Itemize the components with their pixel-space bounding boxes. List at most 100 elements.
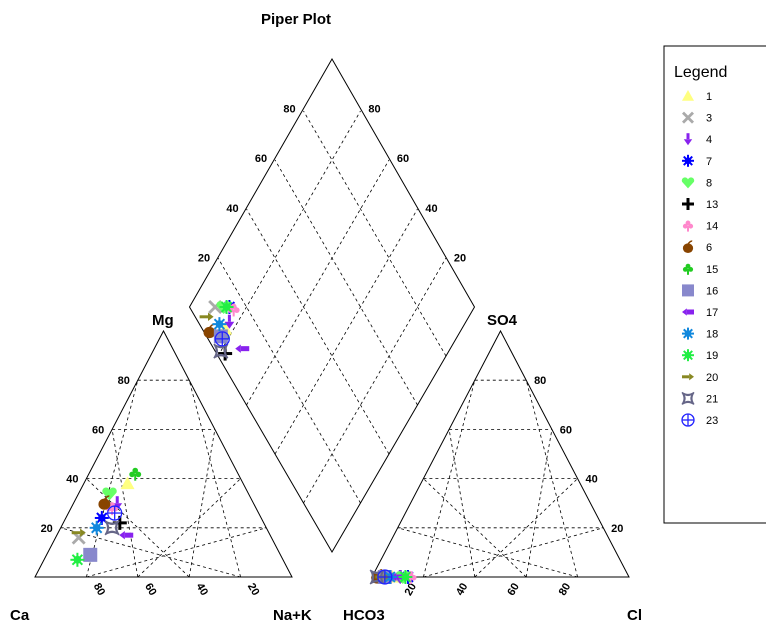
axis-label-hco3: HCO3 <box>343 607 385 624</box>
tick-cl: 60 <box>505 581 522 598</box>
tick-cl: 20 <box>403 581 420 598</box>
point-cation-series-19 <box>70 552 85 567</box>
anion-grid-b <box>525 380 578 578</box>
point-diamond-series-6 <box>203 323 216 339</box>
point-cation-series-13 <box>112 515 127 530</box>
legend-marker <box>681 177 695 189</box>
legend-item-20: 20 <box>682 372 718 384</box>
cation-grid-a <box>111 429 139 578</box>
point-anion-series-23 <box>377 569 393 585</box>
tick-diamond-right: 80 <box>368 104 380 116</box>
anion-grid-b <box>525 429 553 578</box>
legend-label: 21 <box>706 393 718 405</box>
legend-item-8: 8 <box>681 177 712 189</box>
legend-label: 4 <box>706 134 712 146</box>
tick-so4: 60 <box>560 424 572 436</box>
legend-item-14: 14 <box>682 220 718 233</box>
tick-diamond-left: 80 <box>283 104 295 116</box>
anion-triangle <box>371 329 630 578</box>
diamond-grid-a <box>217 257 361 504</box>
tick-mg: 60 <box>92 424 104 436</box>
tick-diamond-right: 20 <box>454 252 466 264</box>
anion-grid-b <box>423 527 604 578</box>
point-anion-series-19 <box>398 570 413 584</box>
point-diamond-series-19 <box>219 300 234 314</box>
point-cation-series-17 <box>119 530 134 540</box>
point-diamond-series-18 <box>212 317 227 332</box>
legend-label: 6 <box>706 242 712 254</box>
legend-label: 14 <box>706 221 718 233</box>
legend-marker <box>682 373 694 381</box>
point-diamond-series-21 <box>213 343 229 359</box>
legend-label: 8 <box>706 177 712 189</box>
diamond-grid-a <box>274 159 418 406</box>
point-cation-series-7 <box>94 510 109 525</box>
point-diamond-series-20 <box>199 312 214 321</box>
legend-title: Legend <box>674 64 727 81</box>
tick-diamond-right: 40 <box>425 203 437 215</box>
point-diamond-series-17 <box>235 344 250 353</box>
legend-item-16: 16 <box>682 284 718 297</box>
legend-label: 23 <box>706 415 718 427</box>
legend-marker <box>682 240 694 253</box>
diamond-grid-a <box>246 208 390 455</box>
point-cation-series-18 <box>89 520 104 535</box>
cation-grid-a <box>60 527 241 578</box>
chart-title: Piper Plot <box>261 11 331 28</box>
tick-diamond-right: 60 <box>397 153 409 165</box>
tick-ca: 60 <box>142 581 159 598</box>
point-cation-series-20 <box>71 528 86 537</box>
legend-label: 7 <box>706 156 712 168</box>
legend-marker <box>682 90 694 101</box>
tick-ca: 80 <box>91 581 108 598</box>
tick-mg: 40 <box>66 474 78 486</box>
legend-item-23: 23 <box>681 413 718 427</box>
cation-grid-b <box>86 527 267 578</box>
axis-label-na-k: Na+K <box>273 607 312 624</box>
legend-label: 17 <box>706 307 718 319</box>
legend-label: 19 <box>706 350 718 362</box>
point-cation-series-1 <box>120 476 135 490</box>
legend-item-15: 15 <box>682 263 718 276</box>
legend-marker <box>682 111 694 124</box>
legend-item-17: 17 <box>682 307 718 319</box>
legend-item-1: 1 <box>682 90 712 103</box>
tick-diamond-left: 20 <box>198 252 210 264</box>
legend-label: 3 <box>706 113 712 125</box>
legend-item-13: 13 <box>682 198 718 211</box>
point-diamond-series-23 <box>214 331 230 347</box>
legend-item-7: 7 <box>682 154 712 168</box>
point-diamond-series-16 <box>213 329 228 344</box>
outline-layer <box>34 57 630 578</box>
legend-box <box>663 45 766 524</box>
tick-cl: 40 <box>454 581 471 598</box>
diamond-grid-a <box>303 110 447 357</box>
axis-label-ca: Ca <box>10 607 30 624</box>
legend-label: 18 <box>706 329 718 341</box>
point-cation-series-15 <box>129 467 142 481</box>
grid-layer <box>60 110 604 578</box>
legend-label: 20 <box>706 372 718 384</box>
legend-marker <box>681 391 695 405</box>
diamond-grid-b <box>246 159 390 406</box>
legend-item-6: 6 <box>682 240 712 254</box>
legend-marker <box>682 263 694 275</box>
point-cation-series-23 <box>107 505 123 521</box>
tick-diamond-left: 60 <box>255 153 267 165</box>
data-points <box>70 300 417 585</box>
cation-grid-b <box>188 380 241 578</box>
legend-label: 16 <box>706 285 718 297</box>
diamond <box>188 57 476 553</box>
legend-marker <box>682 284 694 297</box>
legend-item-3: 3 <box>682 111 712 125</box>
legend-marker <box>682 198 694 210</box>
point-cation-series-21 <box>104 520 120 536</box>
anion-grid-a <box>423 380 476 578</box>
tick-layer: 20 40 60 80 80 60 40 20 20 40 60 80 20 40 60 80 20 40 60 80… <box>41 104 624 598</box>
legend-item-21: 21 <box>681 391 718 405</box>
axis-label-cl: Cl <box>627 607 642 624</box>
cation-grid-a <box>86 380 139 578</box>
cation-triangle <box>34 329 293 578</box>
axis-label-mg: Mg <box>152 312 174 329</box>
